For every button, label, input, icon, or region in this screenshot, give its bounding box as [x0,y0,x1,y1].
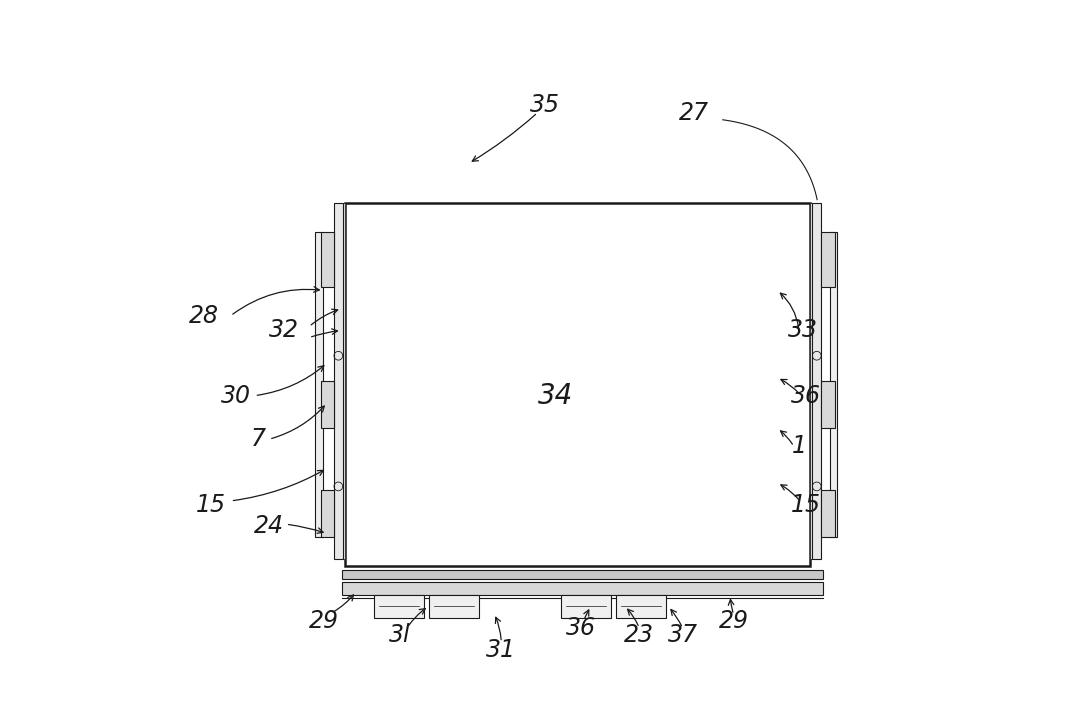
Bar [320,232,333,287]
Text: 32: 32 [268,318,299,343]
Text: 3l: 3l [389,623,410,648]
Bar [333,203,343,559]
Bar [830,232,837,537]
Bar [342,570,823,579]
Bar [616,595,665,618]
Bar [821,232,834,287]
Text: 29: 29 [309,608,339,633]
Bar [374,595,424,618]
Text: 34: 34 [538,382,574,409]
Bar [320,490,333,537]
Text: 23: 23 [625,623,655,648]
Bar [345,203,810,566]
Text: 30: 30 [221,383,251,408]
Bar [821,381,834,428]
Bar [342,582,823,595]
Bar [320,381,333,428]
Text: 29: 29 [719,608,749,633]
Text: 15: 15 [791,492,821,517]
Text: 36: 36 [566,616,596,640]
Bar [315,232,323,537]
Text: 37: 37 [668,623,697,648]
Text: 35: 35 [530,93,560,118]
Text: 33: 33 [787,318,818,343]
Text: 7: 7 [251,427,266,452]
Bar [812,203,821,559]
Bar [810,203,814,559]
Text: 31: 31 [486,637,516,662]
Bar [429,595,478,618]
Text: 28: 28 [189,303,219,328]
Bar [821,490,834,537]
Text: 15: 15 [195,492,226,517]
Bar [341,203,345,559]
Text: 36: 36 [791,383,821,408]
Text: 27: 27 [679,100,709,125]
Bar [562,595,611,618]
Text: 1: 1 [791,434,806,459]
Text: 24: 24 [254,514,284,539]
